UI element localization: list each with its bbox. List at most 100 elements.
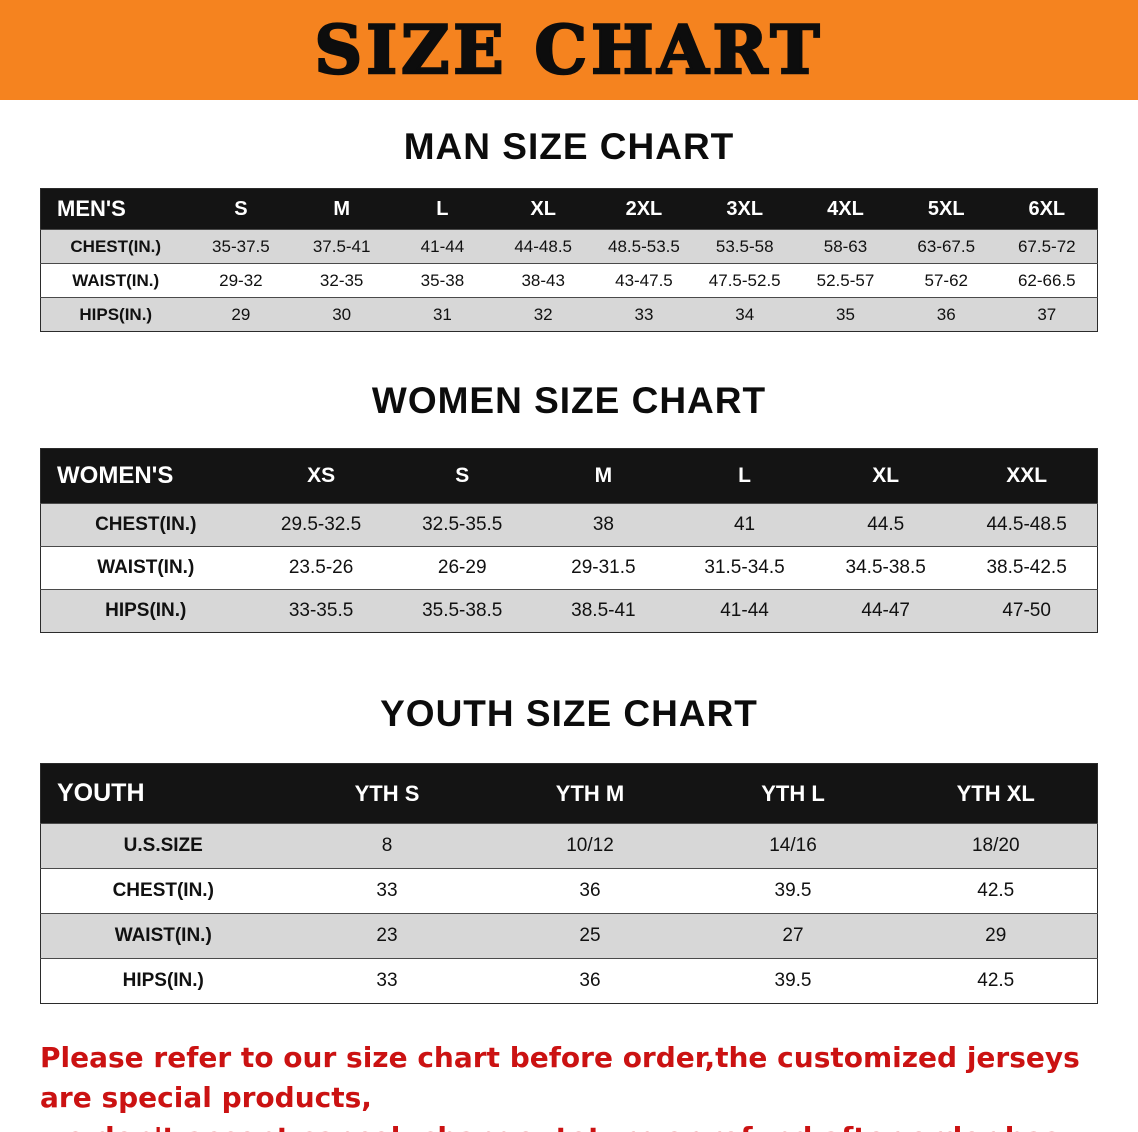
table-row: WAIST(IN.) 23 25 27 29 [40, 913, 1098, 959]
page-title: SIZE CHART [313, 10, 824, 91]
row-label: HIPS(IN.) [79, 304, 153, 324]
size-value: 29 [231, 304, 251, 324]
size-value: 37.5-41 [312, 236, 371, 256]
size-column-header: 2XL [593, 188, 695, 230]
size-column-header: 4XL [795, 188, 896, 230]
size-value: 36 [936, 304, 956, 324]
size-value: 32-35 [319, 270, 364, 290]
women-section-heading: WOMEN SIZE CHART [371, 380, 767, 421]
row-label: WAIST(IN.) [97, 557, 195, 578]
table-corner-label: WOMEN'S [40, 448, 251, 504]
size-value: 39.5 [774, 970, 812, 991]
table-corner-label: YOUTH [40, 763, 286, 824]
size-value: 27 [782, 925, 804, 946]
size-value: 29-32 [219, 270, 263, 290]
row-label: U.S.SIZE [123, 835, 203, 856]
table-row: WAIST(IN.) 29-32 32-35 35-38 38-43 43-47.5 47.… [40, 263, 1098, 298]
row-label: WAIST(IN.) [72, 270, 160, 290]
size-value: 33-35.5 [288, 600, 354, 621]
size-value: 43-47.5 [615, 270, 673, 290]
size-column-header: XS [250, 448, 392, 504]
size-value: 53.5-58 [715, 236, 774, 256]
size-value: 38.5-41 [571, 600, 636, 621]
size-value: 33 [376, 880, 398, 901]
table-row: U.S.SIZE 8 10/12 14/16 18/20 [40, 823, 1098, 869]
size-value: 23.5-26 [288, 557, 354, 578]
size-value: 8 [381, 835, 393, 856]
table-row: WAIST(IN.) 23.5-26 26-29 29-31.5 31.5-34.5 34… [40, 546, 1098, 590]
table-corner-label: MEN'S [40, 188, 191, 230]
disclaimer-line-2: we don't accept cancel, change, teturn o… [40, 1118, 1098, 1132]
size-value: 44.5-48.5 [986, 514, 1067, 535]
size-value: 10/12 [566, 835, 614, 856]
women-size-table: WOMEN'S XS S M L XL XXL CHEST(IN.) 29.5-32.5 32.5… [40, 448, 1098, 633]
size-value: 41-44 [720, 600, 769, 621]
size-chart-banner: SIZE CHART [0, 0, 1138, 100]
size-column-header: YTH S [285, 763, 489, 824]
size-value: 58-63 [823, 236, 868, 256]
men-section-heading: MAN SIZE CHART [403, 126, 735, 167]
size-value: 62-66.5 [1017, 270, 1076, 290]
size-column-header: L [673, 448, 816, 504]
table-row: CHEST(IN.) 33 36 39.5 42.5 [40, 868, 1098, 914]
size-value: 38.5-42.5 [986, 557, 1067, 578]
size-value: 36 [579, 970, 601, 991]
size-value: 34.5-38.5 [845, 557, 926, 578]
size-value: 29.5-32.5 [280, 514, 362, 535]
size-value: 26-29 [437, 557, 487, 578]
size-value: 63-67.5 [917, 236, 976, 256]
size-column-header: 3XL [694, 188, 796, 230]
size-value: 39.5 [774, 880, 812, 901]
size-value: 29 [985, 925, 1007, 946]
table-row: HIPS(IN.) 33 36 39.5 42.5 [40, 958, 1098, 1004]
size-value: 34 [735, 304, 755, 324]
size-column-header: XXL [956, 448, 1098, 504]
size-value: 30 [332, 304, 352, 324]
header-row: MEN'S S M L XL 2XL 3XL 4XL 5XL 6XL [40, 188, 1098, 230]
youth-size-table: YOUTH YTH S YTH M YTH L YTH XL U.S.SIZE 8 10/12… [40, 763, 1098, 1004]
size-value: 38-43 [521, 270, 565, 290]
size-value: 31.5-34.5 [704, 557, 785, 578]
size-value: 57-62 [924, 270, 968, 290]
size-value: 14/16 [769, 835, 817, 856]
size-value: 41-44 [420, 236, 465, 256]
men-size-table: MEN'S S M L XL 2XL 3XL 4XL 5XL 6XL CHEST(IN.) 35-37… [40, 188, 1098, 332]
size-value: 36 [579, 880, 601, 901]
size-value: 35 [836, 304, 855, 324]
size-value: 31 [432, 304, 452, 324]
disclaimer-text: Please refer to our size chart before or… [40, 1038, 1098, 1132]
row-label: CHEST(IN.) [112, 880, 214, 901]
size-value: 33 [634, 304, 654, 324]
size-value: 25 [579, 925, 601, 946]
size-value: 35.5-38.5 [422, 600, 503, 621]
size-value: 29-31.5 [571, 557, 636, 578]
size-value: 47.5-52.5 [708, 270, 781, 290]
size-column-header: YTH XL [894, 763, 1098, 824]
header-row: YOUTH YTH S YTH M YTH L YTH XL [40, 763, 1098, 824]
size-column-header: 5XL [895, 188, 997, 230]
size-value: 42.5 [977, 880, 1015, 901]
size-column-header: XL [492, 188, 594, 230]
size-value: 48.5-53.5 [608, 236, 680, 256]
size-value: 41 [733, 514, 756, 535]
size-column-header: YTH M [488, 763, 692, 824]
row-label: CHEST(IN.) [95, 514, 197, 535]
table-row: CHEST(IN.) 35-37.5 37.5-41 41-44 44-48.5 48.5… [40, 229, 1098, 264]
size-column-header: L [392, 188, 493, 230]
youth-section-heading: YOUTH SIZE CHART [380, 693, 758, 734]
size-column-header: M [291, 188, 393, 230]
size-column-header: YTH L [691, 763, 895, 824]
disclaimer-line-1: Please refer to our size chart before or… [40, 1041, 1080, 1115]
size-value: 44-47 [861, 600, 910, 621]
size-value: 37 [1037, 304, 1057, 324]
header-row: WOMEN'S XS S M L XL XXL [40, 448, 1098, 504]
table-row: CHEST(IN.) 29.5-32.5 32.5-35.5 38 41 44.5 44.5… [40, 503, 1098, 547]
size-value: 33 [376, 970, 398, 991]
size-value: 44-48.5 [514, 236, 573, 256]
size-column-header: S [190, 188, 292, 230]
row-label: WAIST(IN.) [114, 925, 212, 946]
size-value: 42.5 [977, 970, 1015, 991]
size-column-header: XL [815, 448, 957, 504]
size-value: 23 [376, 925, 398, 946]
